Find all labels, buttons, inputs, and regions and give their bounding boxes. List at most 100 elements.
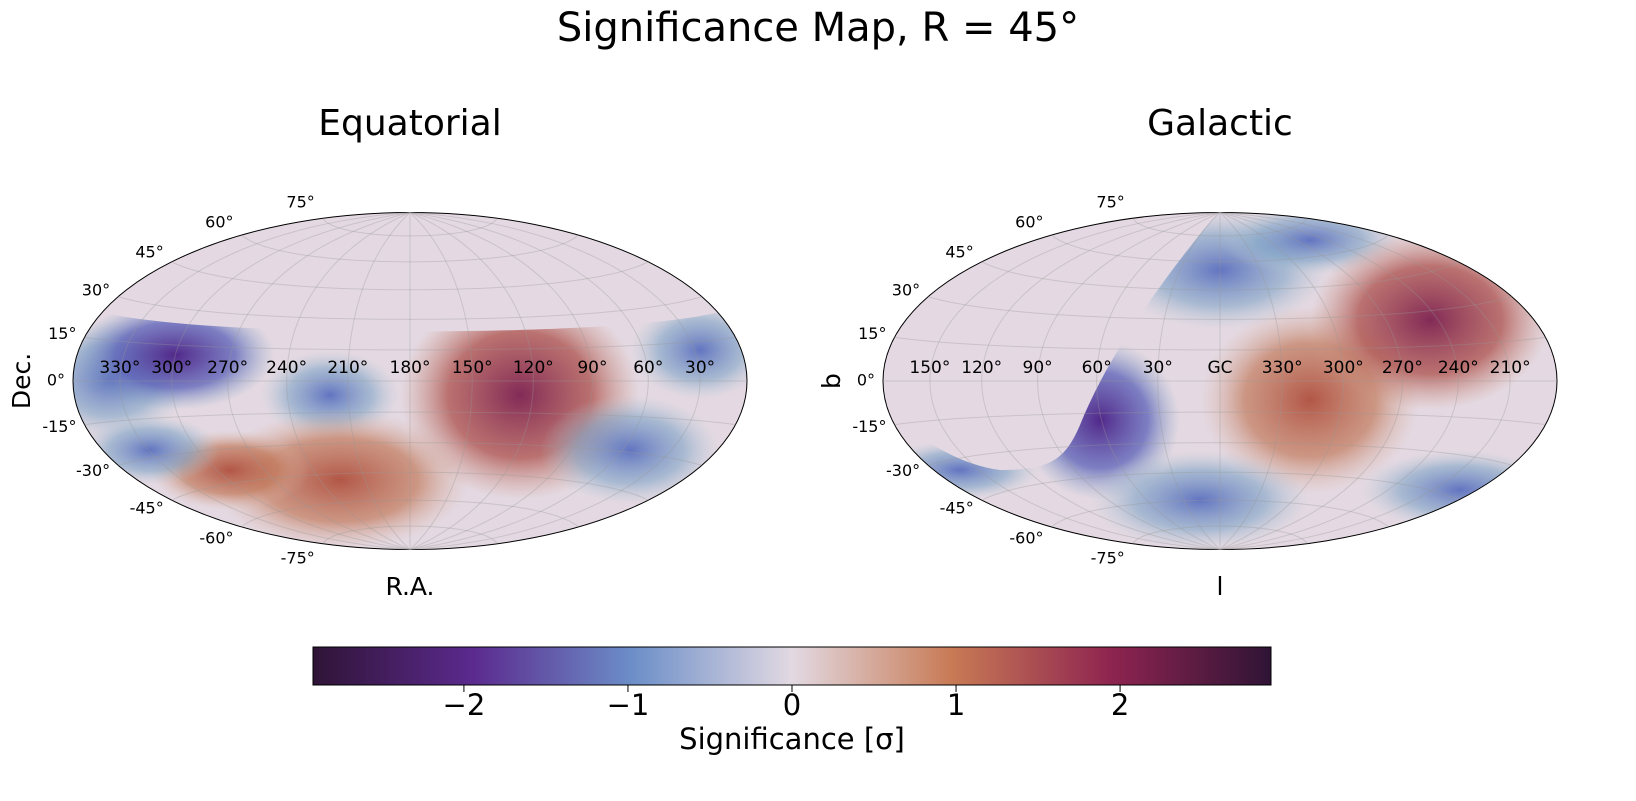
grid-line [118, 296, 702, 320]
grid-line [1219, 212, 1511, 550]
lon-tick-label: 270° [1382, 358, 1423, 378]
colorbar [312, 646, 1272, 686]
map-frame [72, 212, 748, 550]
grid-line [171, 212, 411, 550]
grid-line [981, 471, 1459, 501]
lat-tick-label: 30° [892, 280, 920, 299]
lon-tick-label: 120° [513, 358, 554, 378]
grid-line [928, 296, 1512, 320]
grid-line [1051, 499, 1389, 528]
lon-tick-label: 150° [452, 358, 493, 378]
grid-line [241, 499, 579, 528]
lat-tick-label: -60° [1009, 528, 1043, 547]
grid-line [171, 471, 649, 501]
lat-tick-label: -60° [199, 528, 233, 547]
lat-tick-label: 45° [135, 242, 163, 261]
lat-tick-label: -75° [1091, 548, 1125, 567]
lon-tick-label: 90° [1023, 358, 1053, 378]
grid-line [928, 442, 1512, 466]
lon-tick-label: 210° [1490, 358, 1531, 378]
colorbar-tick-label: 0 [783, 688, 801, 722]
lon-tick-label: 240° [1438, 358, 1479, 378]
lon-tick-label: 150° [909, 358, 950, 378]
grid-line [119, 212, 411, 550]
lat-tick-label: -75° [281, 548, 315, 567]
colorbar-tick-label: −1 [607, 688, 650, 722]
lat-tick-label: -45° [940, 499, 974, 518]
grid-line [322, 525, 498, 545]
grid-line [409, 212, 593, 550]
grid-line [409, 212, 649, 550]
grid-line [894, 411, 1546, 426]
lon-tick-label: 270° [207, 358, 248, 378]
lat-tick-label: 15° [48, 324, 76, 343]
lon-tick-label: 120° [961, 358, 1002, 378]
lat-tick-label: -15° [852, 417, 886, 436]
grid-line [409, 212, 701, 550]
lon-tick-label: 60° [1082, 358, 1112, 378]
y-axis-label: Dec. [7, 353, 36, 409]
colorbar-tick-label: 1 [947, 688, 965, 722]
grid-line [84, 336, 736, 351]
lat-tick-label: 60° [205, 213, 233, 232]
grid-line [241, 234, 579, 263]
x-axis-label: R.A. [385, 572, 434, 601]
grid-line [118, 442, 702, 466]
lon-tick-label: 30° [685, 358, 715, 378]
lon-tick-label: 300° [1323, 358, 1364, 378]
colorbar-tick-label: 2 [1111, 688, 1129, 722]
grid-line [1157, 212, 1221, 550]
grid-line [894, 336, 1546, 351]
lat-tick-label: -45° [130, 499, 164, 518]
lat-tick-label: 0° [857, 371, 875, 390]
grid-line [1132, 217, 1308, 237]
map-frame [882, 212, 1558, 550]
grid-line [1132, 525, 1308, 545]
panel-title: Equatorial [318, 103, 501, 144]
grid-line [1219, 212, 1459, 550]
lon-tick-label: 90° [577, 358, 607, 378]
lon-tick-label: 300° [151, 358, 192, 378]
y-axis-label: b [817, 373, 846, 389]
lat-tick-label: 30° [82, 280, 110, 299]
grid-line [1219, 212, 1283, 550]
lon-tick-label: 330° [99, 358, 140, 378]
lon-tick-label: GC [1207, 358, 1232, 378]
grid-line [84, 411, 736, 426]
lon-tick-label: 240° [266, 358, 307, 378]
lat-tick-label: -15° [42, 417, 76, 436]
figure-title: Significance Map, R = 45° [557, 5, 1079, 51]
lon-tick-label: 180° [390, 358, 431, 378]
grid-line [929, 212, 1221, 550]
lat-tick-label: 60° [1015, 213, 1043, 232]
grid-line [1037, 212, 1221, 550]
lat-tick-label: 0° [47, 371, 65, 390]
colorbar-tick-label: −2 [443, 688, 486, 722]
lat-tick-label: -30° [886, 461, 920, 480]
grid-line [227, 212, 411, 550]
grid-line [409, 212, 473, 550]
lon-tick-label: 210° [327, 358, 368, 378]
grid-line [347, 212, 411, 550]
grid-line [981, 261, 1459, 291]
lat-tick-label: -30° [76, 461, 110, 480]
panel-title: Galactic [1147, 103, 1293, 144]
grid-line [409, 212, 534, 550]
grid-line [1219, 212, 1403, 550]
grid-line [1051, 234, 1389, 263]
grid-line [1219, 212, 1344, 550]
lon-tick-label: 330° [1262, 358, 1303, 378]
lat-tick-label: 15° [858, 324, 886, 343]
lat-tick-label: 75° [1096, 193, 1124, 212]
lon-tick-label: 30° [1143, 358, 1173, 378]
lon-tick-label: 60° [633, 358, 663, 378]
lat-tick-label: 75° [286, 193, 314, 212]
grid-line [286, 212, 411, 550]
lat-tick-label: 45° [945, 242, 973, 261]
x-axis-label: l [1217, 572, 1224, 601]
grid-line [322, 217, 498, 237]
grid-line [171, 261, 649, 291]
grid-line [1096, 212, 1221, 550]
colorbar-label: Significance [σ] [679, 722, 905, 756]
